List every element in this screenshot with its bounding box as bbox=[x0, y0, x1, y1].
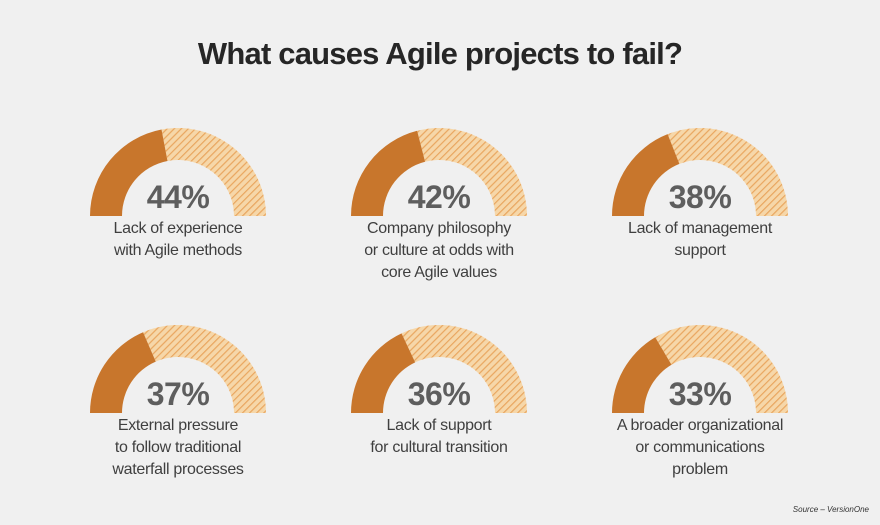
gauge-6: 33% A broader organizational or communica… bbox=[590, 325, 810, 525]
gauge-3: 38% Lack of management support bbox=[590, 128, 810, 328]
gauge-label: Lack of management support bbox=[627, 220, 773, 259]
gauge-1: 44% Lack of experience with Agile methods bbox=[68, 128, 288, 328]
gauge-remainder bbox=[401, 325, 527, 413]
gauge-arc bbox=[90, 128, 266, 216]
gauge-4: 37% External pressure to follow tradition… bbox=[68, 325, 288, 525]
gauge-value-arc bbox=[90, 129, 168, 216]
gauge-label: Lack of support for cultural transition bbox=[370, 417, 508, 456]
gauge-arc bbox=[90, 325, 266, 413]
gauge-remainder bbox=[667, 128, 788, 216]
gauge-remainder bbox=[161, 128, 266, 216]
gauge-label: External pressure to follow traditional … bbox=[112, 417, 244, 478]
gauge-label: A broader organizational or communicatio… bbox=[616, 417, 784, 478]
gauge-percent: 38% bbox=[668, 179, 732, 215]
gauge-percent: 44% bbox=[146, 179, 210, 215]
gauge-arc bbox=[351, 325, 527, 413]
gauge-label: Lack of experience with Agile methods bbox=[113, 220, 243, 259]
chart-title: What causes Agile projects to fail? bbox=[197, 36, 683, 71]
gauge-remainder bbox=[655, 325, 788, 413]
gauge-arc bbox=[612, 128, 788, 216]
gauge-remainder bbox=[143, 325, 266, 413]
gauge-percent: 42% bbox=[407, 179, 471, 215]
gauge-2: 42% Company philosophy or culture at odds… bbox=[329, 128, 549, 328]
gauge-percent: 36% bbox=[407, 376, 471, 412]
gauge-remainder bbox=[417, 128, 527, 216]
gauge-percent: 37% bbox=[146, 376, 210, 412]
gauge-percent: 33% bbox=[668, 376, 732, 412]
source-note: Source – VersionOne bbox=[792, 505, 869, 514]
gauge-value-arc bbox=[612, 134, 680, 216]
gauge-arc bbox=[351, 128, 527, 216]
gauge-5: 36% Lack of support for cultural transiti… bbox=[329, 325, 549, 525]
gauge-arc bbox=[612, 325, 788, 413]
gauge-value-arc bbox=[351, 130, 426, 216]
gauge-value-arc bbox=[351, 333, 416, 413]
gauge-value-arc bbox=[612, 337, 672, 413]
gauge-value-arc bbox=[90, 332, 156, 413]
gauge-label: Company philosophy or culture at odds wi… bbox=[364, 220, 514, 281]
